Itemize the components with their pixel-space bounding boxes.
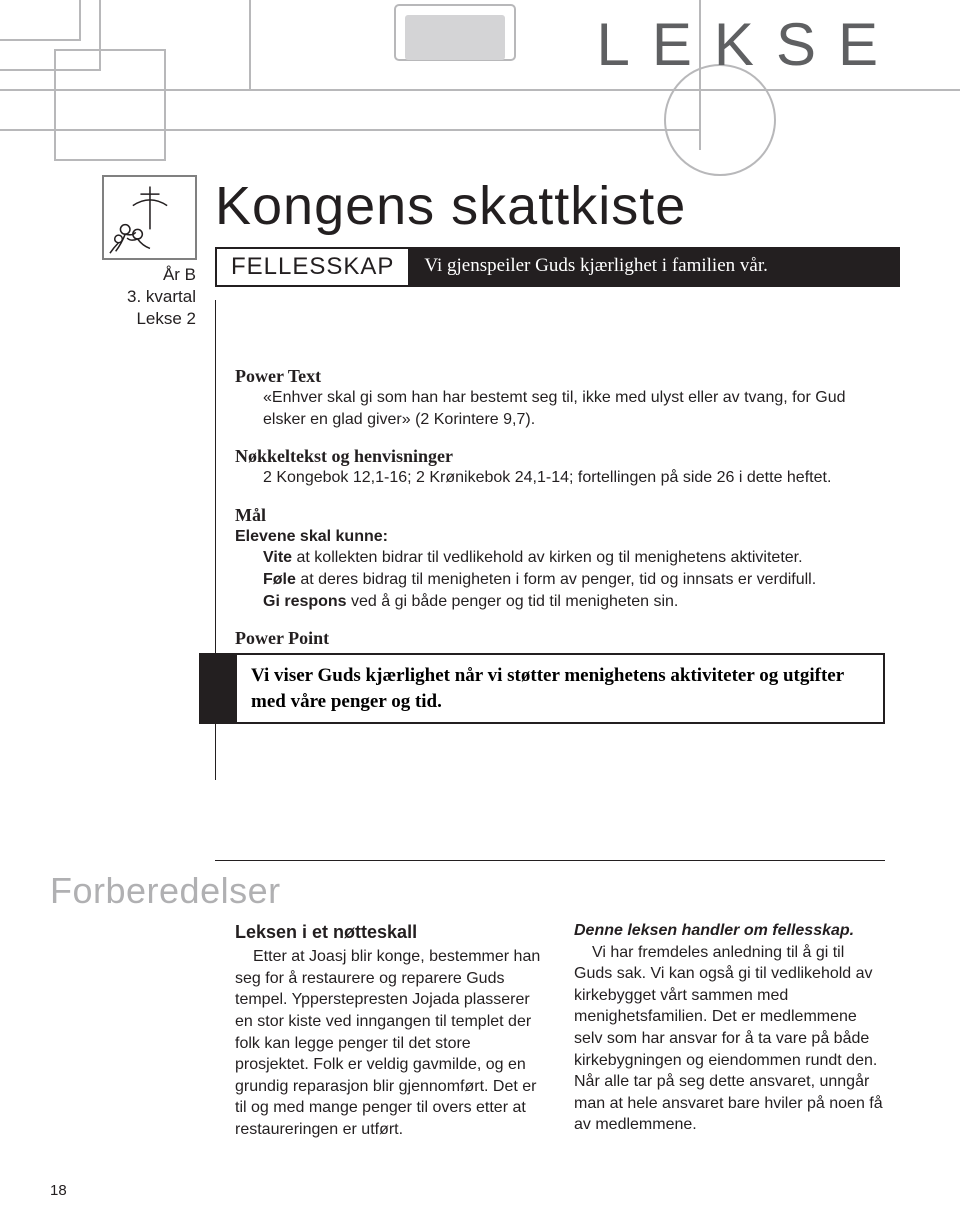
bullet-bold-0: Vite [263, 549, 292, 566]
fellesskap-label: FELLESSKAP [215, 247, 410, 287]
mal-intro: Elevene skal kunne: [235, 526, 885, 548]
lower-columns: Leksen i et nøtteskall Etter at Joasj bl… [235, 920, 885, 1141]
fellesskap-text: Vi gjenspeiler Guds kjærlighet i familie… [410, 247, 900, 287]
mal-heading: Mål [235, 505, 885, 526]
mal-bullets: Vite at kollekten bidrar til vedlikehold… [235, 547, 885, 612]
meta-year: År B [72, 264, 196, 286]
nutshell-heading: Leksen i et nøtteskall [235, 920, 546, 944]
left-meta-block: År B 3. kvartal Lekse 2 [72, 175, 202, 330]
column-right: Denne leksen handler om fellesskap. Vi h… [574, 920, 885, 1141]
right-body: Vi har fremdeles anledning til å gi til … [574, 942, 885, 1136]
power-point-box: Vi viser Guds kjærlighet når vi støtter … [235, 653, 885, 724]
title-block: Kongens skattkiste FELLESSKAP Vi gjenspe… [215, 175, 900, 287]
lesson-title: Kongens skattkiste [215, 175, 900, 237]
power-point-text: Vi viser Guds kjærlighet når vi støtter … [251, 663, 869, 714]
bullet-rest-2: ved å gi både penger og tid til menighet… [347, 593, 679, 610]
column-left: Leksen i et nøtteskall Etter at Joasj bl… [235, 920, 546, 1141]
forberedelser-heading: Forberedelser [50, 870, 281, 912]
power-text-heading: Power Text [235, 366, 885, 387]
power-point-heading: Power Point [235, 628, 885, 649]
emph-line: Denne leksen handler om fellesskap. [574, 920, 885, 942]
power-text-body: «Enhver skal gi som han har bestemt seg … [235, 387, 885, 430]
bullet-rest-1: at deres bidrag til menigheten i form av… [296, 571, 816, 588]
pp-black-tab [199, 653, 235, 724]
horizontal-rule [215, 860, 885, 861]
page-header: LEKSE [597, 10, 900, 79]
main-content: Power Text «Enhver skal gi som han har b… [235, 350, 885, 724]
bullet-bold-1: Føle [263, 571, 296, 588]
nutshell-body: Etter at Joasj blir konge, bestemmer han… [235, 946, 546, 1140]
nokkel-body: 2 Kongebok 12,1-16; 2 Krønikebok 24,1-14… [235, 467, 885, 489]
meta-quarter: 3. kvartal [72, 286, 196, 308]
lesson-icon [102, 175, 197, 260]
meta-lesson: Lekse 2 [72, 308, 196, 330]
bullet-rest-0: at kollekten bidrar til vedlikehold av k… [292, 549, 802, 566]
page-number: 18 [50, 1182, 67, 1199]
bullet-bold-2: Gi respons [263, 593, 347, 610]
nokkel-heading: Nøkkeltekst og henvisninger [235, 446, 885, 467]
